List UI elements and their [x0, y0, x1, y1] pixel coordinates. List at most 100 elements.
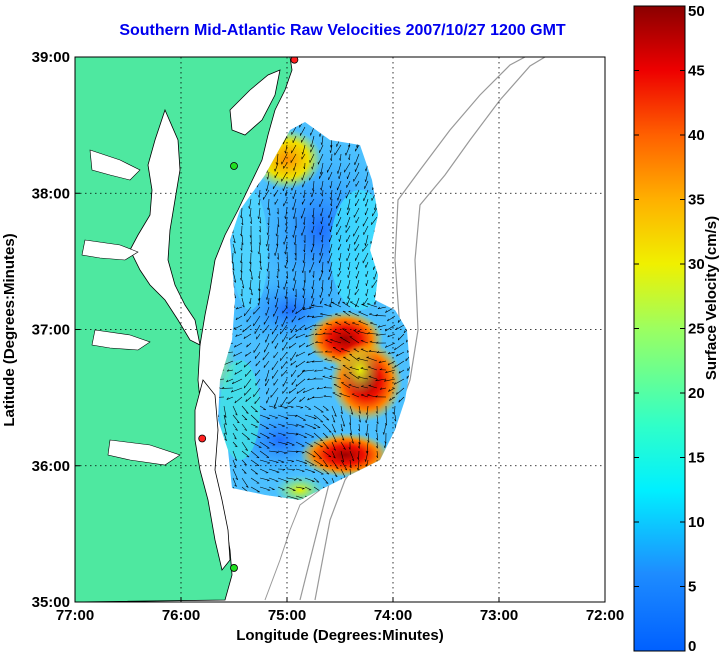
velocity-arrow-head: [267, 462, 271, 464]
velocity-arrow: [313, 441, 323, 448]
velocity-arrow: [274, 342, 279, 349]
velocity-arrow-head: [319, 171, 322, 175]
velocity-arrow: [276, 225, 279, 237]
velocity-arrow: [274, 396, 279, 408]
velocity-arrow: [293, 270, 297, 281]
velocity-arrow-head: [276, 257, 279, 260]
velocity-arrow: [285, 144, 288, 154]
velocity-arrow-head: [257, 298, 260, 301]
velocity-arrow-head: [240, 215, 242, 219]
velocity-arrow: [351, 393, 360, 398]
pamlico-sound: [194, 379, 231, 571]
velocity-arrow-head: [348, 384, 352, 386]
velocity-arrow: [366, 405, 369, 415]
velocity-arrow: [250, 450, 260, 459]
velocity-arrow: [354, 234, 360, 245]
velocity-arrow-head: [311, 188, 314, 191]
velocity-arrow-head: [334, 313, 338, 315]
velocity-arrow: [346, 252, 351, 261]
velocity-arrow-head: [235, 477, 238, 480]
velocity-arrow-head: [375, 445, 378, 449]
velocity-arrow-head: [305, 334, 308, 338]
velocity-arrow: [407, 342, 410, 353]
velocity-arrow: [343, 374, 351, 380]
velocity-arrow-head: [233, 327, 236, 330]
y-tick-label: 38:00: [32, 185, 70, 202]
radar-station-marker: [290, 57, 299, 64]
velocity-arrow-head: [387, 351, 391, 355]
velocity-arrow: [241, 450, 250, 458]
velocity-arrow: [268, 486, 275, 490]
velocity-arrow: [233, 351, 243, 357]
velocity-arrow: [340, 348, 351, 353]
velocity-arrow: [344, 162, 351, 173]
velocity-arrow-head: [274, 253, 276, 256]
velocity-arrow: [329, 297, 333, 307]
velocity-arrow: [259, 261, 262, 270]
colorbar-tick-label: 40: [688, 127, 705, 144]
velocity-arrow-head: [328, 250, 330, 254]
velocity-arrow: [250, 288, 253, 296]
velocity-arrow: [331, 468, 338, 477]
velocity-arrow-head: [357, 457, 359, 460]
velocity-arrow-head: [338, 258, 340, 261]
velocity-arrow: [313, 459, 324, 467]
velocity-arrow: [362, 252, 369, 264]
velocity-arrow: [240, 270, 243, 281]
velocity-arrow: [268, 477, 279, 482]
velocity-arrow: [295, 450, 305, 453]
velocity-arrow: [263, 360, 270, 368]
velocity-arrow: [282, 135, 288, 145]
river: [91, 329, 151, 351]
velocity-arrow: [307, 315, 315, 318]
velocity-arrow: [313, 405, 324, 413]
velocity-arrow: [366, 441, 369, 454]
velocity-arrow-head: [304, 327, 307, 330]
velocity-arrow: [277, 477, 289, 482]
velocity-arrow: [349, 432, 354, 444]
velocity-arrow-head: [303, 307, 306, 310]
velocity-arrow-head: [321, 286, 323, 290]
velocity-arrow-head: [297, 374, 299, 378]
velocity-arrow: [319, 171, 324, 179]
velocity-arrow-head: [333, 448, 336, 451]
velocity-arrow-head: [369, 340, 373, 343]
velocity-arrow: [336, 216, 342, 227]
velocity-arrow: [331, 450, 336, 459]
velocity-arrow: [331, 198, 333, 207]
velocity-arrow-head: [379, 387, 383, 390]
y-tick-label: 36:00: [32, 458, 70, 475]
velocity-arrow: [371, 279, 378, 289]
velocity-arrow-head: [379, 368, 383, 370]
velocity-arrow: [253, 387, 261, 397]
velocity-arrow-head: [266, 207, 269, 211]
velocity-arrow-head: [320, 213, 322, 217]
velocity-arrow-head: [347, 267, 349, 270]
velocity-arrow: [291, 369, 297, 377]
velocity-arrow: [286, 495, 299, 500]
x-tick-label: 73:00: [480, 607, 518, 624]
y-axis-label: Latitude (Degrees:Minutes): [1, 233, 18, 426]
velocity-arrow-head: [281, 373, 283, 377]
velocity-arrow: [387, 360, 396, 366]
velocity-arrow: [349, 372, 360, 380]
velocity-arrow: [330, 180, 333, 189]
velocity-arrow: [388, 387, 396, 392]
velocity-arrow: [241, 477, 249, 488]
velocity-arrow: [335, 321, 342, 326]
velocity-arrow: [313, 414, 324, 423]
velocity-arrow: [250, 243, 253, 253]
velocity-arrow-head: [333, 430, 336, 433]
velocity-arrow-head: [248, 214, 251, 217]
velocity-arrow: [347, 171, 351, 180]
velocity-arrow: [319, 198, 324, 208]
velocity-arrow-head: [276, 211, 279, 215]
velocity-arrow-head: [295, 364, 298, 368]
velocity-arrow: [250, 423, 258, 428]
velocity-arrow-head: [303, 166, 305, 170]
velocity-arrow-head: [313, 350, 316, 353]
velocity-arrow: [348, 311, 360, 317]
velocity-arrow: [286, 486, 296, 491]
velocity-arrow: [268, 243, 270, 251]
velocity-arrow: [303, 288, 306, 299]
